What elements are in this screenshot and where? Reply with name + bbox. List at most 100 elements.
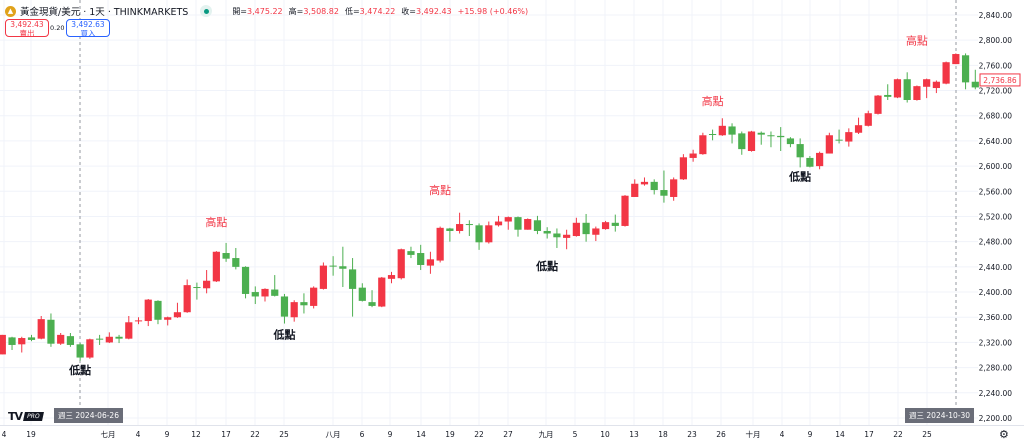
candle-down — [465, 220, 473, 237]
candle-body — [76, 344, 84, 358]
candle-body — [407, 251, 415, 255]
candle-up — [397, 248, 405, 280]
symbol-title[interactable]: 黃金現貨/美元 · 1天 · THINKMARKETS — [20, 7, 189, 18]
x-tick-label: 4 — [2, 430, 7, 439]
candle-body — [689, 153, 697, 158]
candle-down — [650, 179, 658, 195]
candle-down — [417, 244, 425, 271]
candle-up — [164, 316, 172, 326]
low-point-label: 低點 — [68, 363, 91, 377]
candle-body — [485, 225, 493, 243]
candle-down — [903, 72, 911, 103]
buy-button[interactable]: 3,492.63 買入 — [66, 19, 110, 37]
candle-down — [300, 293, 308, 314]
candle-up — [952, 53, 960, 65]
candle-down — [8, 336, 16, 350]
candle-up — [387, 271, 396, 284]
gear-icon[interactable]: ⚙ — [999, 428, 1009, 441]
candle-up — [699, 132, 707, 155]
low-point-label: 低點 — [535, 259, 558, 273]
x-tick-label: 22 — [250, 430, 260, 439]
candle-body — [621, 195, 629, 226]
candle-down — [27, 334, 36, 342]
x-tick-label: 25 — [922, 430, 932, 439]
candle-up — [37, 315, 45, 340]
x-tick-label: 9 — [165, 430, 170, 439]
candle-down — [193, 282, 201, 300]
candle-down — [728, 123, 736, 144]
candle-body — [563, 234, 571, 238]
candle-body — [631, 183, 639, 197]
candle-body — [903, 79, 911, 101]
candle-down — [251, 286, 259, 305]
y-tick-label: 2,480.00 — [979, 238, 1013, 247]
x-tick-label: 23 — [687, 430, 697, 439]
candle-body — [8, 337, 16, 345]
candle-body — [339, 266, 347, 269]
crosshair-date-left: 週三 2024-06-26 — [54, 408, 123, 423]
candle-down — [154, 300, 162, 325]
candle-up — [0, 334, 6, 355]
y-tick-label: 2,400.00 — [979, 288, 1013, 297]
candle-down — [368, 290, 376, 308]
x-tick-label: 八月 — [326, 430, 341, 439]
candle-down — [757, 131, 765, 145]
candle-down — [339, 246, 347, 288]
candle-up — [504, 216, 512, 230]
candle-body — [66, 336, 75, 345]
tradingview-logo[interactable]: TV PRO — [8, 410, 44, 423]
candle-body — [738, 133, 746, 150]
candle-body — [397, 249, 405, 279]
candle-body — [37, 319, 45, 339]
x-tick-label: 10 — [600, 430, 610, 439]
candle-down — [76, 343, 84, 361]
crosshair — [79, 0, 957, 425]
candle-body — [757, 132, 765, 135]
pro-badge: PRO — [23, 412, 44, 421]
candle-body — [524, 219, 532, 230]
sell-button[interactable]: 3,492.43 賣出 — [5, 19, 49, 37]
price-axis[interactable]: 2,200.00 2,240.00 2,280.00 2,320.00 2,360.00… — [979, 11, 1021, 423]
x-tick-label: 6 — [360, 430, 365, 439]
x-tick-label: 27 — [503, 430, 513, 439]
candle-down — [553, 228, 561, 248]
last-price-box — [979, 73, 1021, 87]
candle-body — [923, 79, 931, 87]
y-tick-label: 2,840.00 — [979, 11, 1013, 20]
x-tick-label: 4 — [780, 430, 785, 439]
candle-body — [679, 157, 687, 180]
x-tick-label: 九月 — [539, 430, 554, 439]
high-value: 3,508.82 — [303, 6, 339, 16]
candle-body — [728, 126, 736, 135]
low-point-label: 低點 — [788, 170, 811, 184]
candle-up — [592, 226, 600, 242]
candle-down — [660, 170, 668, 203]
candle-up — [524, 218, 532, 230]
candle-up — [57, 332, 65, 345]
candle-up — [913, 85, 921, 101]
candle-body — [18, 338, 26, 345]
candle-body — [767, 135, 775, 137]
candle-up — [825, 132, 833, 154]
candle-body — [854, 125, 863, 133]
y-tick-label: 2,560.00 — [979, 187, 1013, 196]
x-tick-label: 22 — [474, 430, 484, 439]
candle-up — [203, 270, 211, 294]
x-tick-label: 17 — [864, 430, 874, 439]
candle-down — [47, 313, 55, 347]
time-axis[interactable]: 4 19 七月 4 9 12 17 22 25 八月 6 9 14 19 22 27 九月 5 10 13 18 23 26… — [2, 429, 932, 439]
candle-body — [601, 222, 610, 230]
candle-body — [494, 221, 503, 226]
high-label: 高= — [288, 6, 304, 16]
candle-body — [475, 225, 483, 243]
candle-body — [241, 266, 250, 294]
candle-body — [300, 302, 308, 306]
candle-up — [689, 149, 697, 162]
candle-up — [670, 177, 678, 201]
candle-up — [144, 298, 152, 327]
candle-body — [134, 320, 143, 322]
candle-down — [329, 256, 337, 276]
candle-body — [164, 317, 172, 320]
candle-down — [96, 334, 104, 345]
